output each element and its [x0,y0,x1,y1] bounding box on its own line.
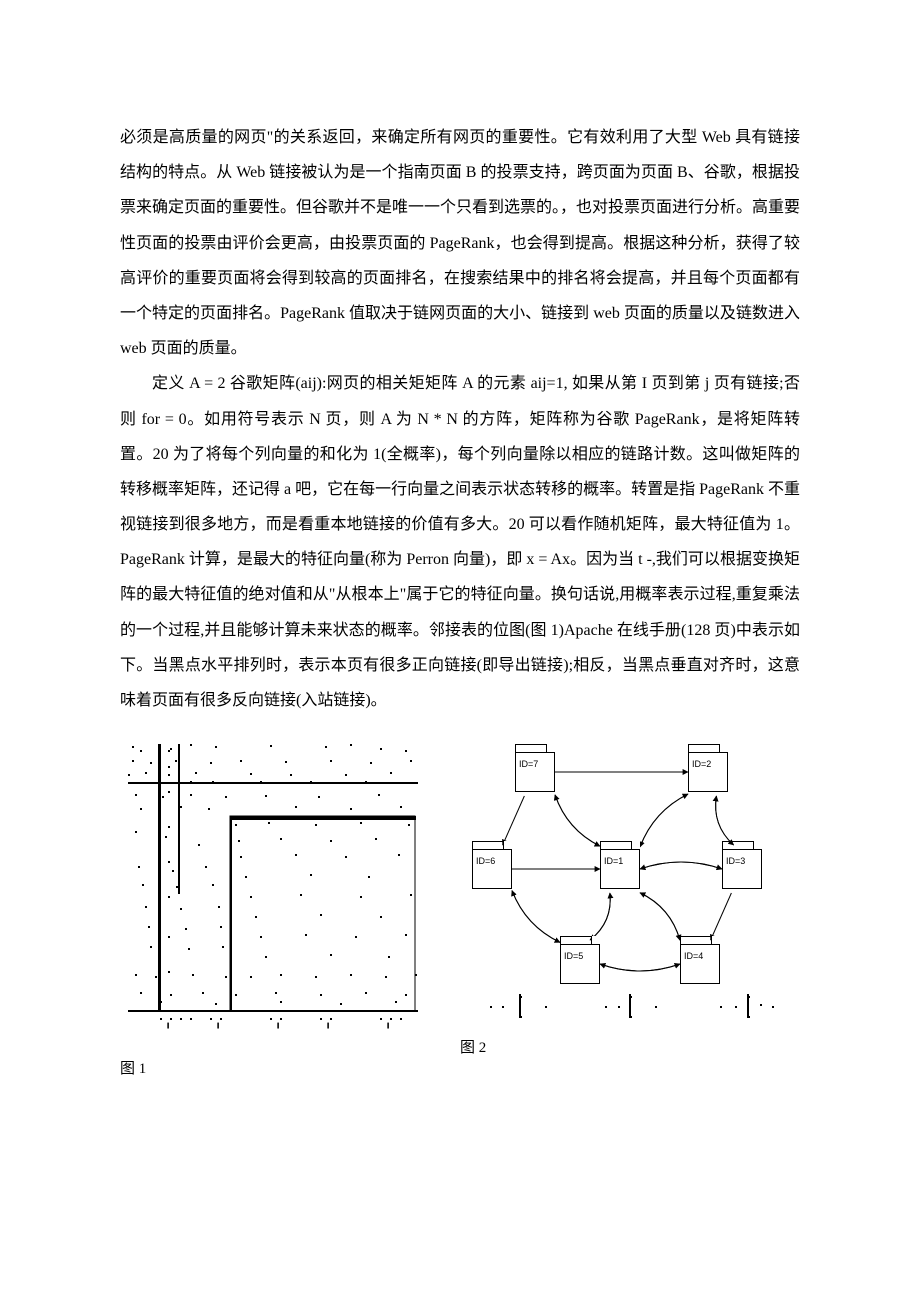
network-node: ID=3 [722,841,762,889]
network-node: ID=5 [560,936,600,984]
network-node: ID=4 [680,936,720,984]
adjacency-bitmap-svg: ╹ ╹ ╹ ╹ ╹ [120,736,420,1034]
figure-1: ╹ ╹ ╹ ╹ ╹ [120,736,420,1047]
figure-2-container: ID=1 ID=2 ID=3 ID=4 ID=5 ID=6 ID=7 图 2 [460,736,780,1065]
figure-2: ID=1 ID=2 ID=3 ID=4 ID=5 ID=6 ID=7 [460,736,780,1026]
svg-text:╹: ╹ [215,1022,221,1034]
body-paragraph-1: 必须是高质量的网页"的关系返回，来确定所有网页的重要性。它有效利用了大型 Web… [120,120,800,366]
figure-1-container: ╹ ╹ ╹ ╹ ╹ 图 1 [120,736,420,1086]
network-node: ID=1 [600,841,640,889]
network-node: ID=6 [472,841,512,889]
svg-text:╹: ╹ [275,1022,281,1034]
figures-row: ╹ ╹ ╹ ╹ ╹ 图 1 ID=1 ID=2 ID=3 ID=4 ID=5 ID=6 ID=7 图… [120,736,800,1086]
svg-text:╹: ╹ [325,1022,331,1034]
svg-text:╹: ╹ [385,1022,391,1034]
figure-1-caption: 图 1 [120,1053,420,1086]
network-node: ID=7 [515,744,555,792]
body-paragraph-2: 定义 A = 2 谷歌矩阵(aij):网页的相关矩矩阵 A 的元素 aij=1,… [120,366,800,718]
figure-2-caption: 图 2 [460,1032,780,1065]
network-node: ID=2 [688,744,728,792]
network-nodes-layer: ID=1 ID=2 ID=3 ID=4 ID=5 ID=6 ID=7 [460,736,780,1026]
svg-text:╹: ╹ [165,1022,171,1034]
